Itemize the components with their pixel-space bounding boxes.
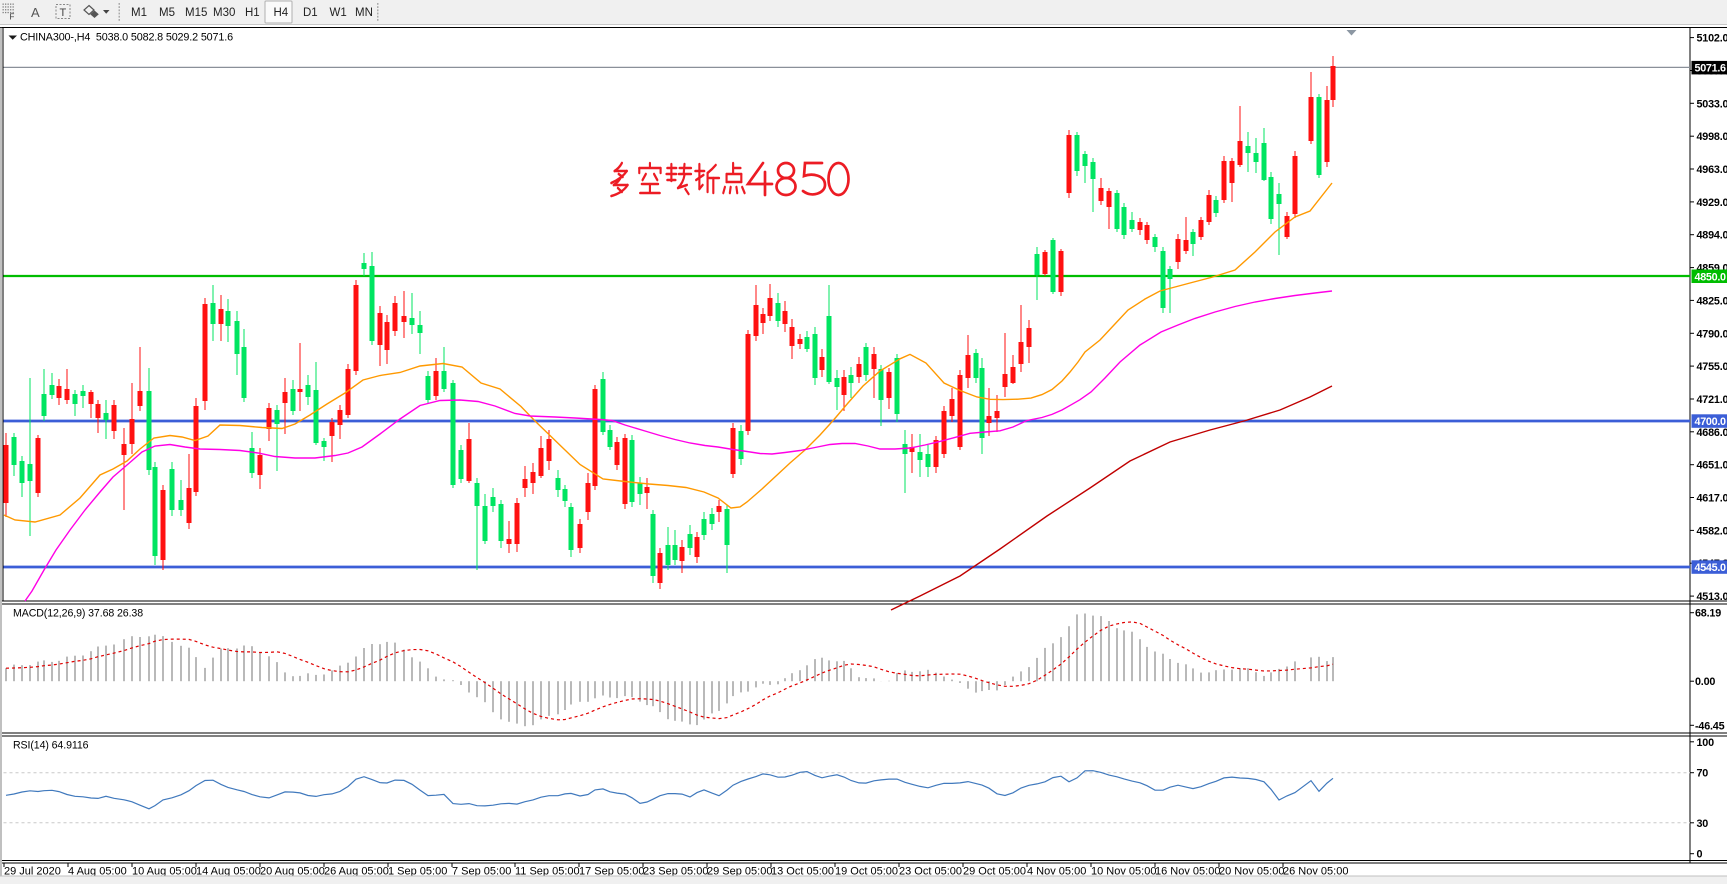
svg-text:4963.0: 4963.0 — [1697, 164, 1727, 176]
svg-text:4617.0: 4617.0 — [1697, 493, 1727, 505]
svg-text:10 Nov 05:00: 10 Nov 05:00 — [1091, 866, 1156, 878]
svg-text:4755.0: 4755.0 — [1697, 361, 1727, 373]
svg-text:4721.0: 4721.0 — [1697, 394, 1727, 406]
svg-text:68.19: 68.19 — [1695, 608, 1721, 620]
svg-text:23 Oct 05:00: 23 Oct 05:00 — [899, 866, 962, 878]
svg-text:20 Aug 05:00: 20 Aug 05:00 — [260, 866, 325, 878]
svg-text:M30: M30 — [213, 7, 235, 19]
svg-text:16 Nov 05:00: 16 Nov 05:00 — [1155, 866, 1220, 878]
svg-text:4582.0: 4582.0 — [1697, 525, 1727, 537]
svg-text:4850.0: 4850.0 — [1695, 271, 1727, 283]
svg-text:MN: MN — [355, 7, 373, 19]
svg-text:4929.0: 4929.0 — [1697, 197, 1727, 209]
svg-text:4700.0: 4700.0 — [1695, 416, 1727, 428]
svg-text:M5: M5 — [159, 7, 175, 19]
svg-text:4 Aug 05:00: 4 Aug 05:00 — [68, 866, 127, 878]
svg-text:17 Sep 05:00: 17 Sep 05:00 — [579, 866, 644, 878]
svg-text:T: T — [60, 7, 67, 19]
svg-text:4651.0: 4651.0 — [1697, 460, 1727, 472]
svg-text:7 Sep 05:00: 7 Sep 05:00 — [452, 866, 511, 878]
svg-text:RSI(14) 64.9116: RSI(14) 64.9116 — [13, 740, 89, 752]
svg-text:4513.0: 4513.0 — [1697, 591, 1727, 603]
svg-text:23 Sep 05:00: 23 Sep 05:00 — [643, 866, 708, 878]
svg-text:H1: H1 — [245, 7, 260, 19]
svg-text:MACD(12,26,9) 37.68 26.38: MACD(12,26,9) 37.68 26.38 — [13, 608, 143, 620]
svg-text:13 Oct 05:00: 13 Oct 05:00 — [771, 866, 834, 878]
svg-text:0: 0 — [1697, 849, 1703, 861]
svg-text:10 Aug 05:00: 10 Aug 05:00 — [132, 866, 197, 878]
svg-text:A: A — [31, 5, 40, 20]
svg-text:29 Oct 05:00: 29 Oct 05:00 — [963, 866, 1026, 878]
svg-text:70: 70 — [1697, 768, 1709, 780]
svg-text:4998.0: 4998.0 — [1697, 131, 1727, 143]
svg-text:F: F — [10, 13, 15, 22]
svg-text:0.00: 0.00 — [1695, 676, 1715, 688]
svg-text:26 Nov 05:00: 26 Nov 05:00 — [1283, 866, 1348, 878]
svg-text:D1: D1 — [303, 7, 318, 19]
svg-text:30: 30 — [1697, 818, 1709, 830]
svg-text:CHINA300-,H4 5038.0 5082.8 50: CHINA300-,H4 5038.0 5082.8 5029.2 5071.6 — [20, 32, 233, 44]
svg-text:M15: M15 — [185, 7, 207, 19]
svg-text:5102.0: 5102.0 — [1697, 33, 1727, 45]
svg-text:26 Aug 05:00: 26 Aug 05:00 — [324, 866, 389, 878]
svg-text:5033.0: 5033.0 — [1697, 98, 1727, 110]
svg-text:5071.6: 5071.6 — [1695, 63, 1727, 75]
svg-text:19 Oct 05:00: 19 Oct 05:00 — [835, 866, 898, 878]
svg-text:-46.45: -46.45 — [1695, 720, 1725, 732]
svg-text:14 Aug 05:00: 14 Aug 05:00 — [196, 866, 261, 878]
svg-text:4 Nov 05:00: 4 Nov 05:00 — [1027, 866, 1086, 878]
svg-text:29 Sep 05:00: 29 Sep 05:00 — [707, 866, 772, 878]
svg-text:4545.0: 4545.0 — [1695, 562, 1727, 574]
svg-text:4825.0: 4825.0 — [1697, 295, 1727, 307]
svg-text:H4: H4 — [274, 7, 289, 19]
svg-text:4790.0: 4790.0 — [1697, 328, 1727, 340]
svg-text:29 Jul 2020: 29 Jul 2020 — [4, 866, 61, 878]
svg-text:20 Nov 05:00: 20 Nov 05:00 — [1219, 866, 1284, 878]
svg-text:M1: M1 — [131, 7, 147, 19]
svg-text:100: 100 — [1697, 737, 1715, 749]
svg-text:W1: W1 — [330, 7, 347, 19]
svg-text:4894.0: 4894.0 — [1697, 230, 1727, 242]
svg-text:1 Sep 05:00: 1 Sep 05:00 — [388, 866, 447, 878]
svg-text:4686.0: 4686.0 — [1697, 427, 1727, 439]
svg-text:11 Sep 05:00: 11 Sep 05:00 — [515, 866, 580, 878]
